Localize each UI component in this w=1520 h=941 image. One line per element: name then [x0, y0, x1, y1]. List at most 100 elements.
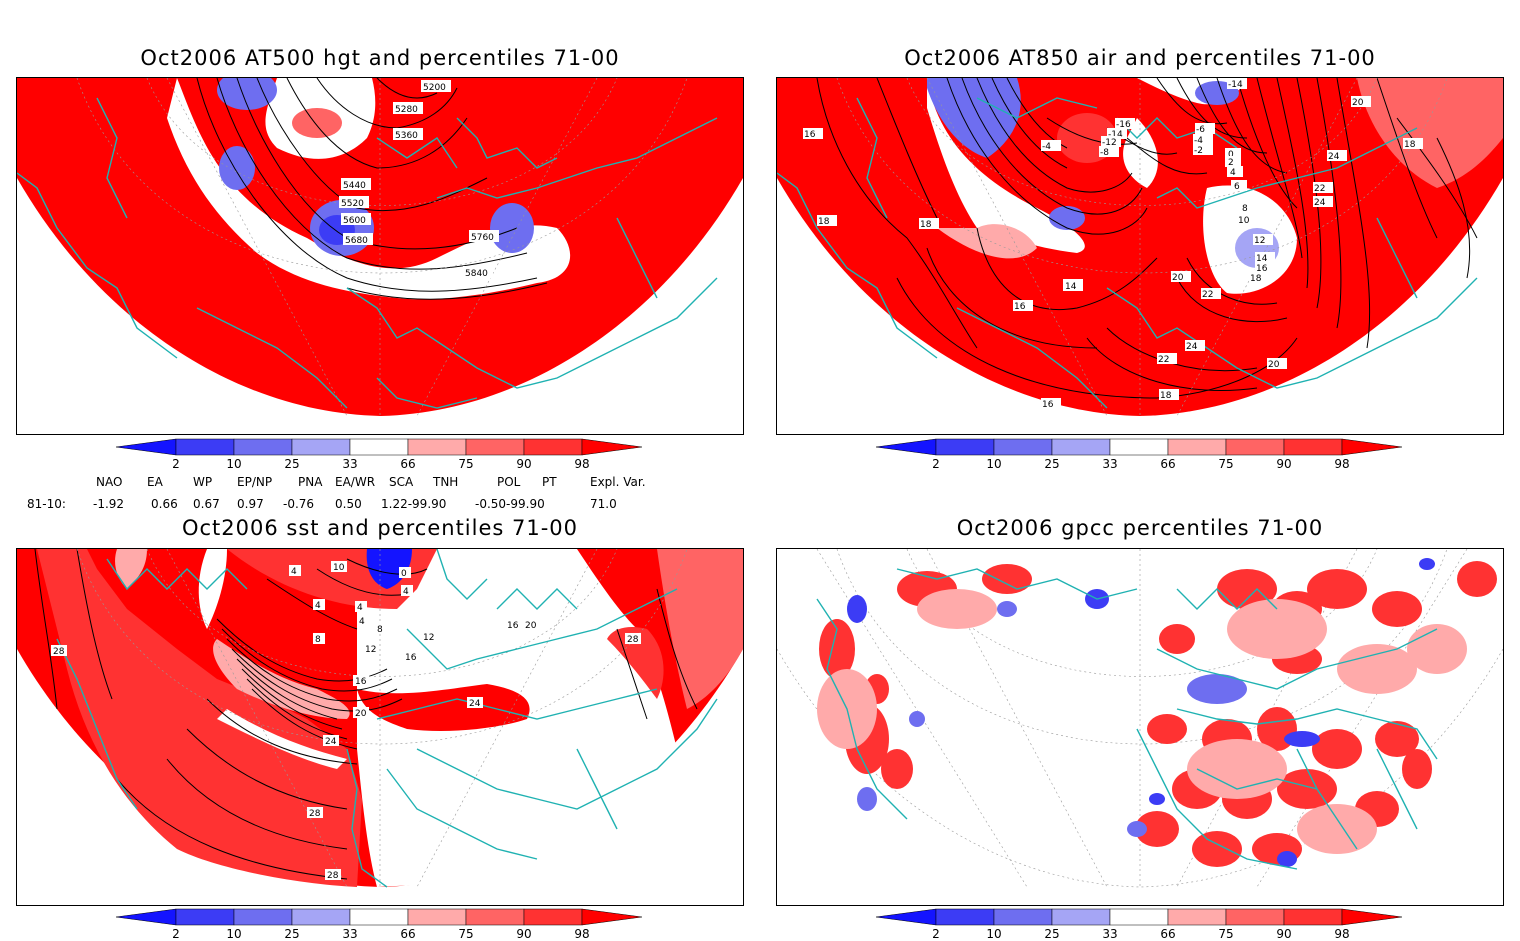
- contour-label: 28: [53, 647, 65, 657]
- contour-label: 8: [1242, 204, 1248, 214]
- hgt500-map-svg: 5200 5280 5360 5440 5520 5600 5680 5760 …: [17, 78, 743, 417]
- colorbar-tick: 75: [1218, 927, 1234, 941]
- tele-row-label: 81-10:: [27, 497, 66, 511]
- tele-header: Expl. Var.: [590, 475, 646, 489]
- contour-label: 12: [365, 645, 376, 655]
- map-panel-gpcc: [776, 548, 1504, 906]
- contour-label: 5600: [343, 216, 366, 226]
- contour-label: 24: [469, 699, 481, 709]
- contour-label: 5520: [341, 199, 364, 209]
- tele-value: 0.66: [151, 497, 178, 511]
- colorbar-top-right: 2 10 25 33 66 75 90 98: [875, 438, 1406, 471]
- colorbar-tick: 66: [400, 457, 416, 471]
- contour-label: 4: [359, 617, 365, 627]
- panel-title-air850: Oct2006 AT850 air and percentiles 71-00: [904, 46, 1376, 70]
- tele-header: PT: [542, 475, 557, 489]
- colorbar-tick: 25: [1044, 457, 1060, 471]
- contour-label: 5360: [395, 131, 418, 141]
- contour-label: -4: [1042, 142, 1051, 152]
- contour-label: 16: [804, 130, 816, 140]
- colorbar-tick: 33: [1102, 457, 1118, 471]
- contour-label: 24: [1328, 152, 1340, 162]
- colorbar-tick: 33: [1102, 927, 1118, 941]
- contour-label: 16: [355, 677, 367, 687]
- contour-label: 8: [377, 625, 383, 635]
- teleconnection-values: 81-10: -1.92 0.66 0.67 0.97 -0.76 0.50 1…: [0, 497, 760, 513]
- panel-title-gpcc: Oct2006 gpcc percentiles 71-00: [956, 516, 1324, 540]
- colorbar-tick: 2: [932, 927, 940, 941]
- colorbar-tick: 98: [1334, 927, 1350, 941]
- contour-label: 18: [1404, 140, 1416, 150]
- tele-header: WP: [193, 475, 213, 489]
- contour-label: 20: [1268, 360, 1280, 370]
- colorbar-svg: [115, 438, 643, 456]
- hgt500-contour-labels: 5200 5280 5360 5440 5520 5600 5680 5760 …: [339, 80, 499, 279]
- contour-label: 28: [327, 871, 339, 881]
- map-panel-hgt500: 5200 5280 5360 5440 5520 5600 5680 5760 …: [16, 77, 744, 435]
- colorbar-tick: 10: [226, 457, 242, 471]
- colorbar-tick: 2: [932, 457, 940, 471]
- contour-label: 0: [401, 569, 407, 579]
- contour-label: 0: [1228, 150, 1234, 160]
- colorbar-tick: 10: [986, 927, 1002, 941]
- contour-label: 10: [1238, 216, 1250, 226]
- tele-header: SCA: [389, 475, 414, 489]
- tele-value: 0.97: [237, 497, 264, 511]
- sst-map-svg: 4 10 0 4 4 4 8 8 4 12 12 16 16 16 20 20 …: [17, 549, 743, 888]
- contour-label: 22: [1158, 355, 1169, 365]
- colorbar-tick: 90: [1276, 457, 1292, 471]
- contour-label: 28: [309, 809, 321, 819]
- contour-label: 18: [1250, 274, 1262, 284]
- colorbar-tick: 33: [342, 927, 358, 941]
- tele-header: EA: [147, 475, 163, 489]
- contour-label: 14: [1256, 254, 1268, 264]
- tele-header: NAO: [96, 475, 123, 489]
- contour-label: 4: [1230, 168, 1236, 178]
- contour-label: -6: [1196, 125, 1205, 135]
- panel-title-hgt500: Oct2006 AT500 hgt and percentiles 71-00: [140, 46, 620, 70]
- contour-label: -14: [1228, 80, 1243, 90]
- colorbar-tick: 2: [172, 457, 180, 471]
- colorbar-tick: 75: [1218, 457, 1234, 471]
- tele-value: -0.50-99.90: [475, 497, 545, 511]
- colorbar-tick: 98: [574, 927, 590, 941]
- colorbar-tick: 66: [400, 927, 416, 941]
- tele-header: EA/WR: [335, 475, 376, 489]
- contour-label: 22: [1314, 184, 1325, 194]
- tele-value: 0.50: [335, 497, 362, 511]
- contour-label: 4: [357, 603, 363, 613]
- air850-map-svg: -14 -16 -14 -12 -8 -6 -4 -4 -2 0 2 4 6 8…: [777, 78, 1503, 417]
- tele-header: TNH: [433, 475, 459, 489]
- colorbar-tick: 75: [458, 927, 474, 941]
- contour-label: 18: [818, 217, 830, 227]
- panel-title-sst: Oct2006 sst and percentiles 71-00: [181, 516, 579, 540]
- contour-label: -8: [1100, 148, 1109, 158]
- contour-label: 2: [1228, 158, 1234, 168]
- colorbar-bottom-right: 2 10 25 33 66 75 90 98: [875, 908, 1406, 941]
- contour-label: -2: [1194, 146, 1203, 156]
- colorbar-tick: 2: [172, 927, 180, 941]
- contour-label: 16: [507, 621, 519, 631]
- contour-label: 20: [355, 709, 367, 719]
- tele-header: EP/NP: [237, 475, 273, 489]
- colorbar-tick: 90: [516, 457, 532, 471]
- contour-label: 18: [920, 220, 932, 230]
- colorbar-tick: 66: [1160, 927, 1176, 941]
- colorbar-svg: [875, 438, 1403, 456]
- contour-label: 6: [1234, 182, 1240, 192]
- contour-label: 16: [1042, 400, 1054, 410]
- colorbar-tick: 75: [458, 457, 474, 471]
- contour-label: 24: [1314, 198, 1326, 208]
- contour-label: -14: [1108, 130, 1123, 140]
- colorbar-svg: [115, 908, 643, 926]
- gpcc-map-svg: [777, 549, 1503, 888]
- contour-label: 5840: [465, 269, 488, 279]
- contour-label: 5200: [423, 83, 446, 93]
- contour-label: 10: [333, 563, 345, 573]
- contour-label: 20: [1172, 273, 1184, 283]
- colorbar-tick: 90: [1276, 927, 1292, 941]
- contour-label: 16: [1014, 302, 1026, 312]
- contour-label: -16: [1116, 120, 1131, 130]
- contour-label: -12: [1102, 138, 1117, 148]
- tele-value: 0.67: [193, 497, 220, 511]
